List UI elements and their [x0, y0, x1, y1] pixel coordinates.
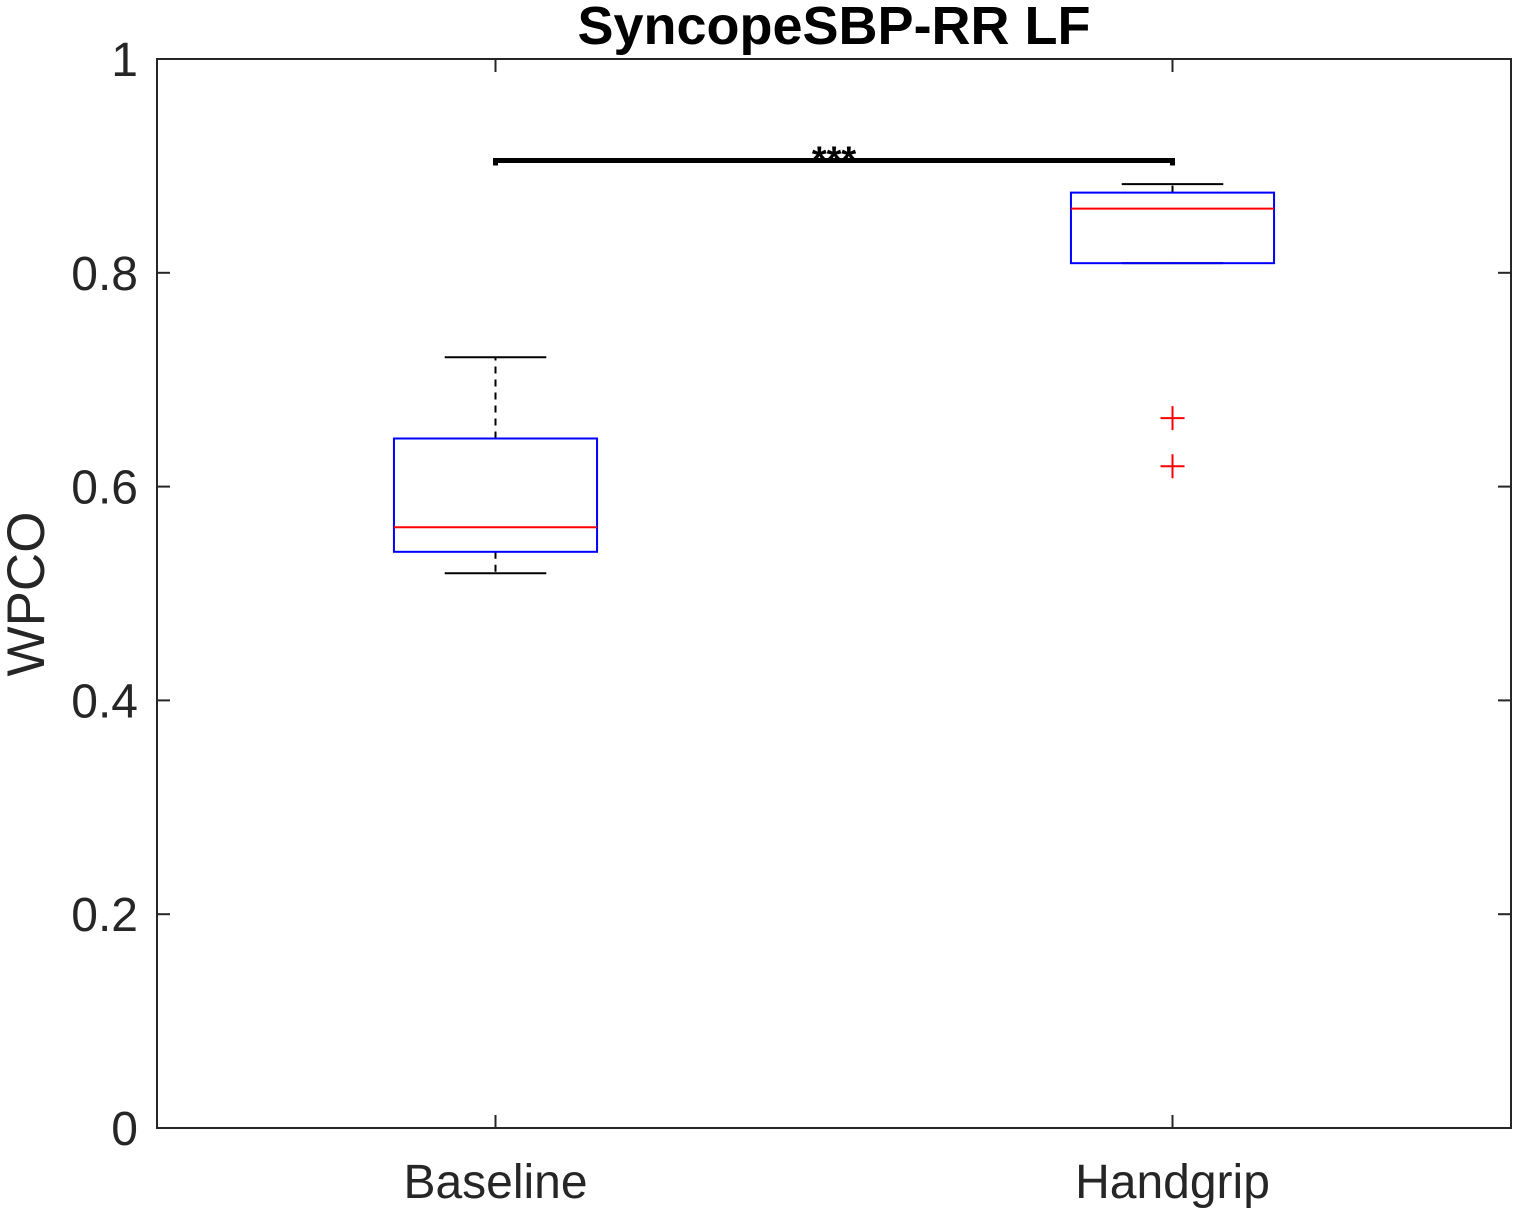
- y-tick-label: 0.2: [71, 889, 138, 942]
- y-axis-label: WPCO: [0, 512, 56, 677]
- plot-background: [157, 59, 1511, 1128]
- significance-bracket: ***: [493, 140, 1175, 182]
- outlier-marker: [1160, 406, 1185, 431]
- significance-label: ***: [812, 140, 857, 182]
- box-group-handgrip: [1069, 183, 1276, 479]
- box-group-baseline: [392, 356, 599, 575]
- y-tick-label: 1: [111, 34, 138, 87]
- interquartile-box: [392, 437, 599, 553]
- interquartile-box: [1069, 191, 1276, 265]
- y-tick-label: 0.4: [71, 675, 138, 728]
- chart-title: SyncopeSBP-RR LF: [577, 0, 1090, 56]
- y-tick-label: 0.6: [71, 462, 138, 515]
- significance-line: [493, 158, 1175, 166]
- x-axis: Baseline Handgrip: [403, 59, 1270, 1209]
- x-tick-label: Handgrip: [1075, 1156, 1270, 1209]
- axes-frame: [156, 58, 1512, 1129]
- y-tick-label: 0.8: [71, 248, 138, 301]
- box-series: [392, 183, 1276, 575]
- outlier-marker: [1160, 454, 1185, 479]
- y-axis: 0 0.2 0.4 0.6 0.8 1: [71, 34, 1511, 1156]
- y-tick-label: 0: [111, 1103, 138, 1156]
- x-tick-label: Baseline: [403, 1156, 587, 1209]
